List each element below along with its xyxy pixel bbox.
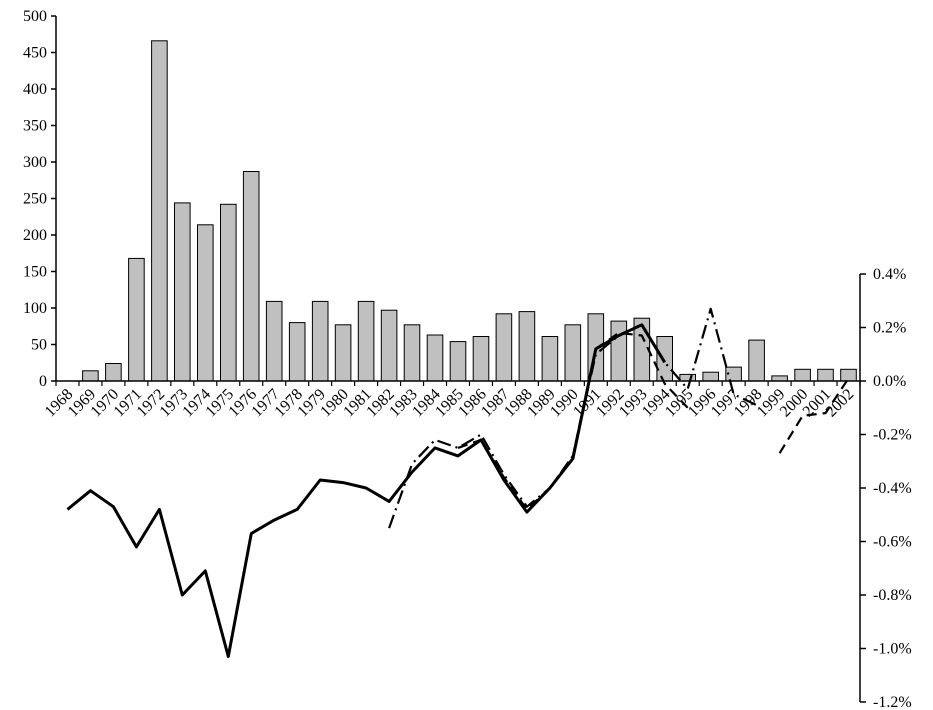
left-tick-label: 300 (23, 154, 47, 171)
bar-1969 (82, 370, 99, 382)
left-tick-label: 150 (23, 264, 47, 281)
bar-1975 (220, 203, 237, 382)
bar-1995 (679, 373, 697, 382)
left-tick-label: 0 (39, 373, 47, 390)
right-tick-label: 0.4% (873, 266, 906, 283)
right-tick-label: -1.2% (873, 694, 912, 710)
right-tick-label: 0.2% (873, 320, 906, 337)
left-axis: 0 50 100 150 200 250 300 350 400 450 500 (23, 8, 57, 390)
lines-layer (66, 307, 850, 658)
bar-1976 (242, 171, 260, 382)
x-tick-label-2002: 2002 (823, 386, 858, 421)
right-tick-label: -0.2% (873, 427, 912, 444)
left-tick-label: 400 (23, 81, 47, 98)
bar-1983 (403, 324, 421, 382)
bar-1996 (702, 371, 720, 382)
right-tick-label: -0.6% (873, 534, 912, 551)
bar-1985 (449, 341, 467, 382)
right-axis: 0.4% 0.2% 0.0% -0.2% -0.4% -0.6% -0.8% -1.0% -1.… (859, 266, 912, 710)
left-tick-label: 350 (23, 118, 47, 135)
bar-1973 (174, 202, 191, 382)
bar-1992 (610, 320, 628, 382)
bar-1972 (151, 40, 168, 382)
bars-layer (82, 40, 857, 382)
left-tick-label: 50 (31, 337, 47, 354)
bar-1981 (357, 300, 375, 382)
left-tick-label: 100 (23, 300, 47, 317)
left-tick-label: 250 (23, 191, 47, 208)
bar-1984 (426, 334, 444, 382)
right-tick-label: -0.4% (873, 480, 912, 497)
left-tick-label: 450 (23, 45, 47, 62)
bar-1989 (541, 336, 559, 382)
bar-1980 (334, 324, 352, 382)
bar-1979 (311, 300, 329, 382)
line-series-2-dash-dot (388, 307, 758, 529)
right-tick-label: -1.0% (873, 641, 912, 658)
x-axis: 1968196919701971197219731974197519761977… (42, 380, 861, 421)
bar-1988 (518, 311, 536, 382)
bar-1971 (128, 257, 145, 382)
bar-1990 (564, 324, 582, 382)
bar-2000 (794, 368, 811, 382)
bar-2001 (817, 368, 834, 382)
bar-1986 (472, 336, 490, 382)
bar-1999 (771, 375, 788, 382)
right-tick-label: 0.0% (873, 373, 906, 390)
bar-2002 (840, 368, 857, 382)
right-tick-label: -0.8% (873, 587, 912, 604)
bar-1977 (265, 300, 283, 382)
bar-1982 (380, 309, 398, 382)
bar-1974 (197, 224, 214, 382)
bar-1970 (105, 363, 122, 382)
bar-1978 (288, 322, 306, 382)
line-series-3-dashed (457, 331, 850, 511)
bar-1998 (748, 339, 765, 382)
left-tick-label: 200 (23, 227, 47, 244)
bar-1987 (495, 313, 513, 382)
left-tick-label: 500 (23, 8, 47, 25)
bar-1994 (656, 336, 674, 382)
